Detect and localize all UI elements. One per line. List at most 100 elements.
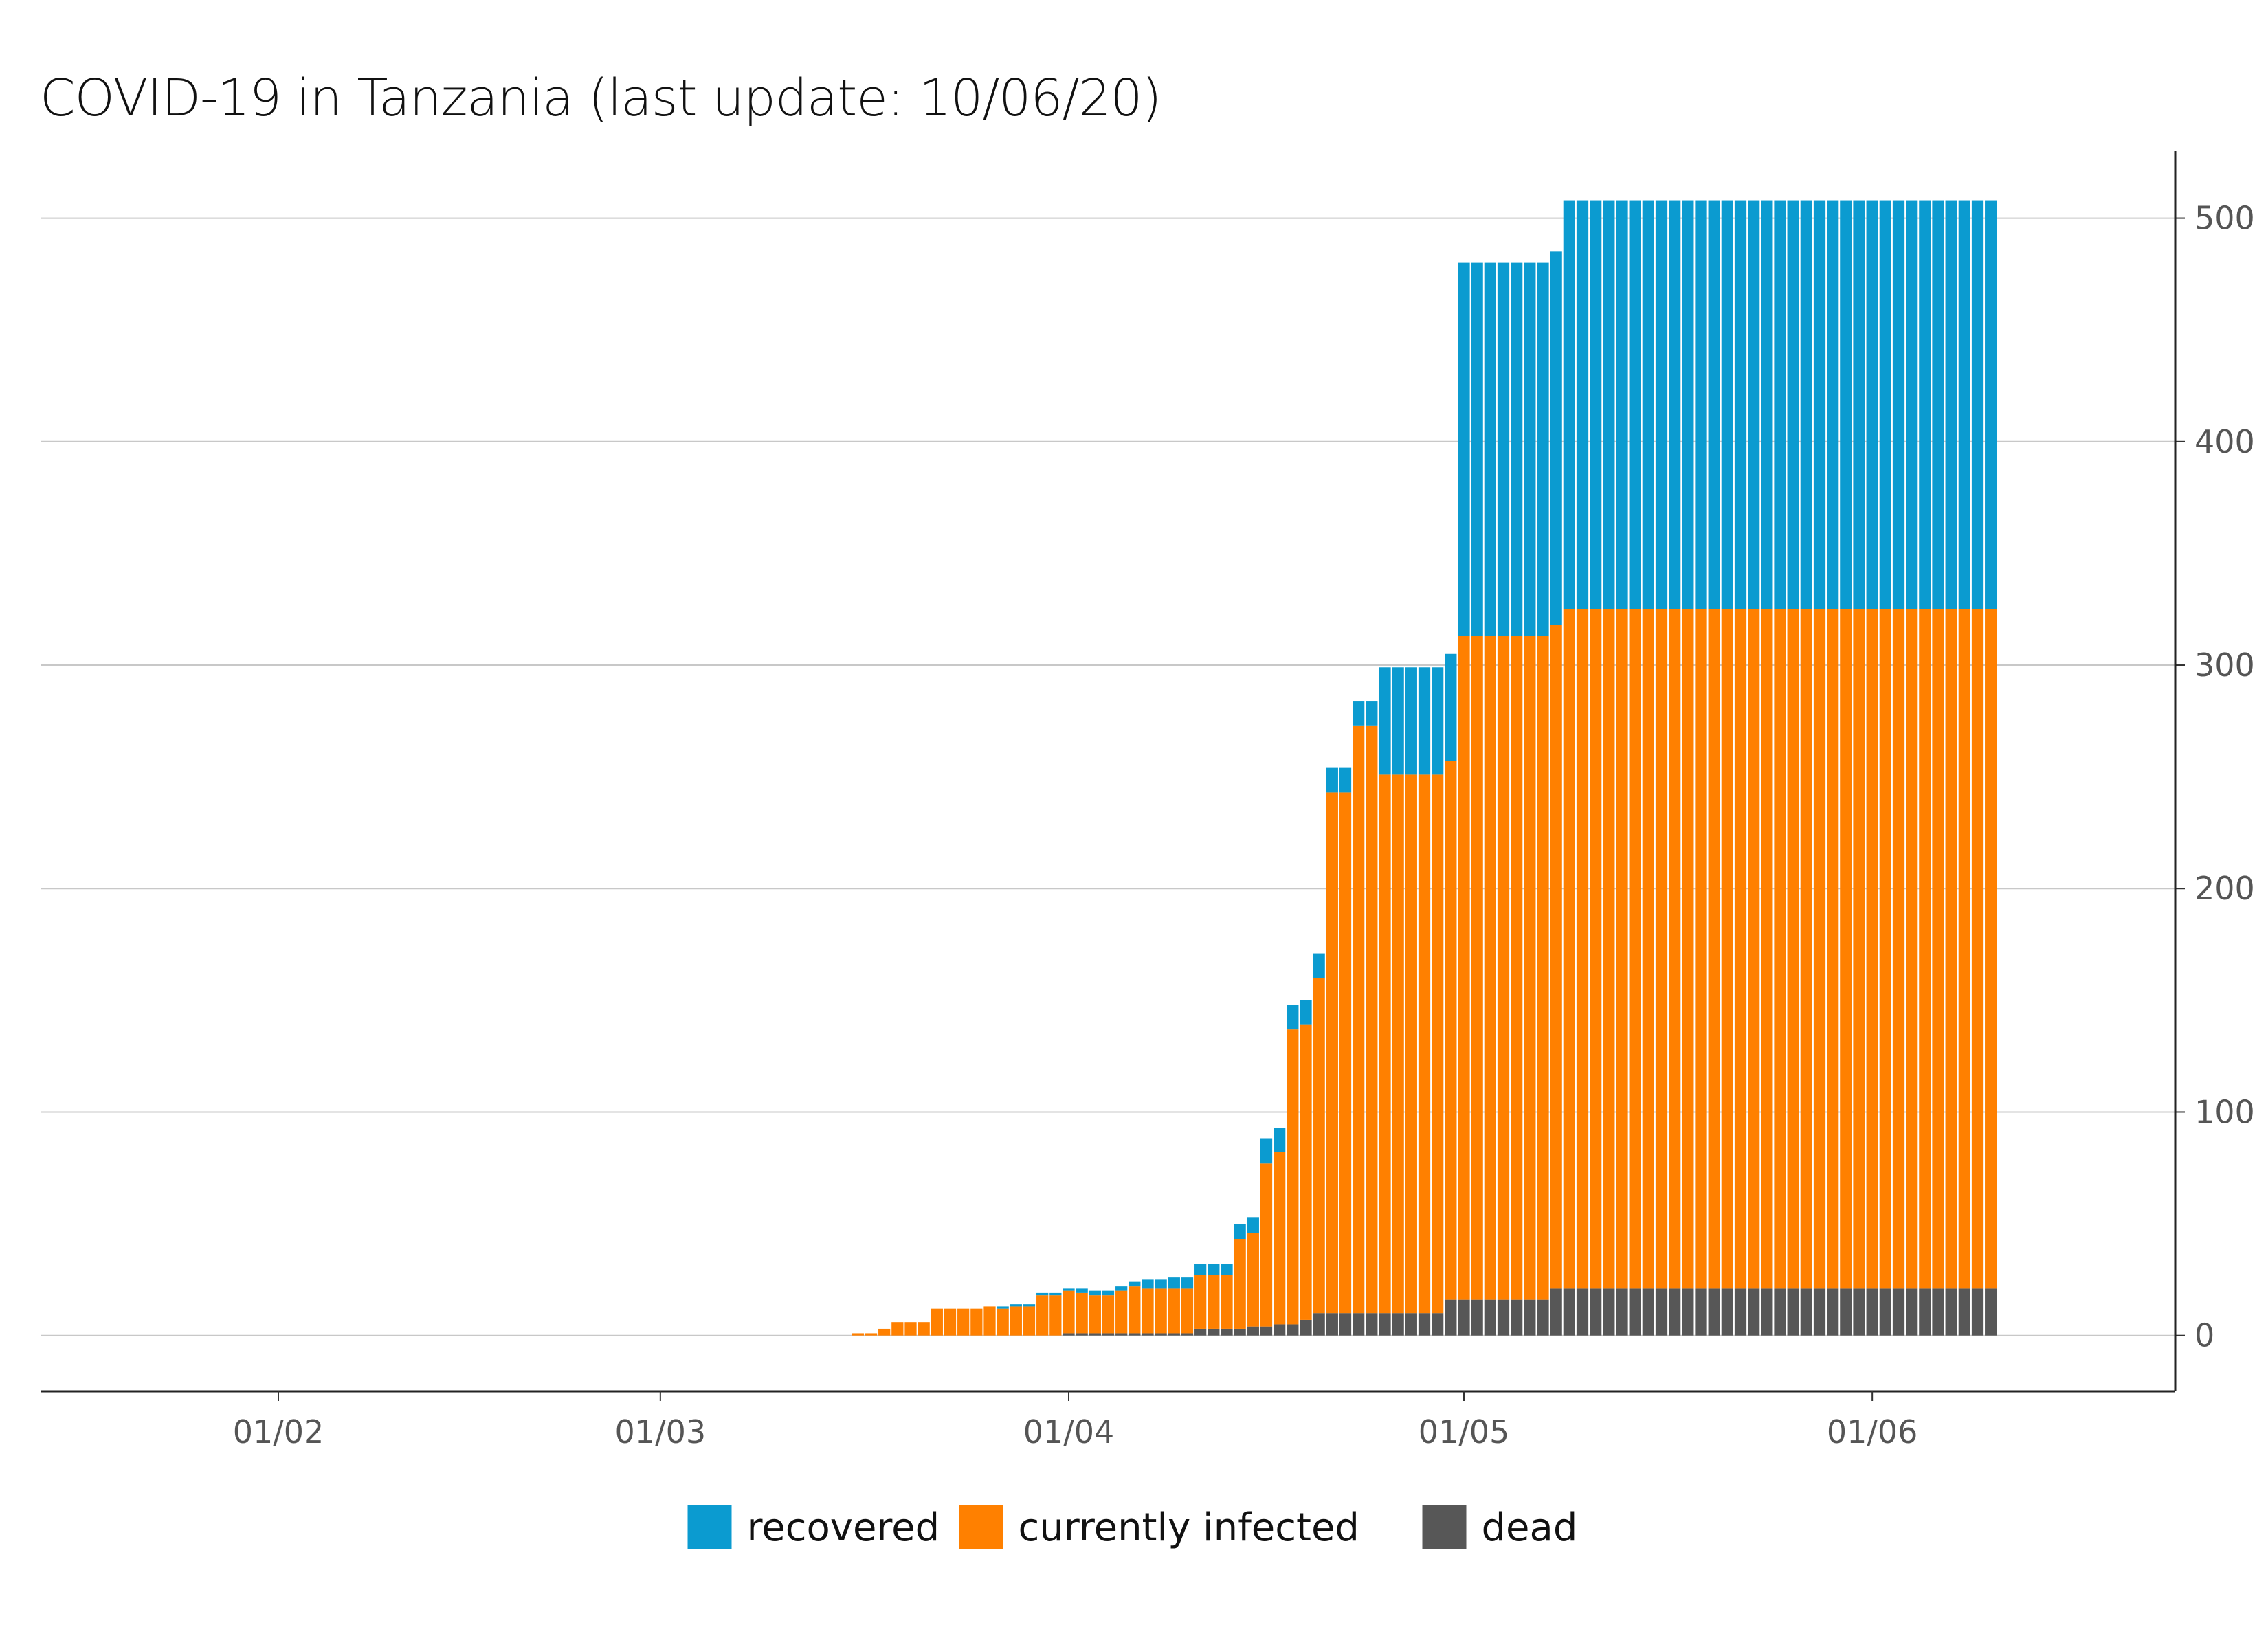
- bar-dead: [1379, 1313, 1391, 1336]
- bar-dead: [1866, 1288, 1878, 1336]
- bar-dead: [1432, 1313, 1444, 1336]
- bar-dead: [1774, 1288, 1786, 1336]
- bar-currently-infected: [1353, 725, 1365, 1314]
- legend-label: currently infected: [1019, 1505, 1359, 1550]
- bar-dead: [1300, 1319, 1312, 1336]
- bar-recovered: [1326, 767, 1338, 793]
- bar-dead: [1445, 1299, 1457, 1336]
- bar-dead: [1142, 1333, 1154, 1336]
- bar-recovered: [1537, 262, 1549, 636]
- bar-recovered: [1432, 667, 1444, 775]
- bar-dead: [1827, 1288, 1839, 1336]
- bar-currently-infected: [1208, 1275, 1220, 1329]
- bar-dead: [1669, 1288, 1681, 1336]
- bar-recovered: [1669, 200, 1681, 609]
- bar-recovered: [1827, 200, 1839, 609]
- bar-recovered: [1879, 200, 1891, 609]
- bar-currently-infected: [1669, 609, 1681, 1289]
- bar-recovered: [1800, 200, 1812, 609]
- bar-currently-infected: [1313, 978, 1325, 1314]
- bar-recovered: [1971, 200, 1984, 609]
- bar-currently-infected: [1603, 609, 1615, 1289]
- x-tick-label: 01/05: [1419, 1413, 1510, 1450]
- y-tick-label: 300: [2194, 647, 2255, 684]
- bar-recovered: [1458, 262, 1470, 636]
- bar-dead: [1247, 1326, 1259, 1336]
- bar-currently-infected: [1260, 1163, 1273, 1327]
- bar-recovered: [1392, 667, 1404, 775]
- bar-currently-infected: [1300, 1024, 1312, 1320]
- bar-currently-infected: [1866, 609, 1878, 1289]
- bar-recovered: [1906, 200, 1918, 609]
- bar-recovered: [1063, 1288, 1075, 1291]
- bar-currently-infected: [1471, 636, 1483, 1300]
- bar-dead: [1655, 1288, 1668, 1336]
- bar-dead: [1695, 1288, 1707, 1336]
- bar-currently-infected: [1892, 609, 1905, 1289]
- bar-dead: [1102, 1333, 1115, 1336]
- bar-currently-infected: [878, 1328, 891, 1336]
- x-tick-label: 01/02: [233, 1413, 324, 1450]
- bar-currently-infected: [1655, 609, 1668, 1289]
- bar-dead: [1590, 1288, 1602, 1336]
- bar-currently-infected: [1339, 792, 1352, 1314]
- bar-currently-infected: [1879, 609, 1891, 1289]
- bar-recovered: [1958, 200, 1970, 609]
- bar-currently-infected: [1813, 609, 1826, 1289]
- bar-currently-infected: [1287, 1029, 1299, 1325]
- bar-dead: [1497, 1299, 1510, 1336]
- bar-recovered: [1511, 262, 1523, 636]
- bar-recovered: [1774, 200, 1786, 609]
- bar-dead: [1260, 1326, 1273, 1336]
- bar-currently-infected: [1642, 609, 1654, 1289]
- bar-currently-infected: [1708, 609, 1720, 1289]
- bar-dead: [1366, 1313, 1378, 1336]
- bar-currently-infected: [1168, 1288, 1180, 1334]
- bar-dead: [1234, 1328, 1246, 1336]
- bar-recovered: [1115, 1286, 1128, 1291]
- bar-currently-infected: [1049, 1295, 1062, 1336]
- bar-recovered: [1445, 653, 1457, 761]
- bar-recovered: [1616, 200, 1628, 609]
- bar-recovered: [1023, 1304, 1036, 1307]
- bar-currently-infected: [1985, 609, 1997, 1289]
- bar-dead: [1945, 1288, 1957, 1336]
- bar-recovered: [1629, 200, 1641, 609]
- bar-recovered: [1655, 200, 1668, 609]
- bar-dead: [1800, 1288, 1812, 1336]
- bar-recovered: [1721, 200, 1733, 609]
- bar-recovered: [1853, 200, 1865, 609]
- bar-recovered: [1892, 200, 1905, 609]
- bar-recovered: [1708, 200, 1720, 609]
- legend: recovered currently infected dead: [687, 1505, 1577, 1550]
- bar-recovered: [1590, 200, 1602, 609]
- bar-recovered: [1379, 667, 1391, 775]
- bar-currently-infected: [1155, 1288, 1167, 1334]
- bar-recovered: [1221, 1264, 1233, 1275]
- bar-dead: [1932, 1288, 1944, 1336]
- bar-currently-infected: [983, 1306, 996, 1336]
- bar-currently-infected: [1432, 774, 1444, 1314]
- bar-dead: [1958, 1288, 1970, 1336]
- bar-recovered: [1471, 262, 1483, 636]
- axes: 0 100 200 300 400 500 01/02 01/03 01/04 01/05 01/0…: [41, 151, 2255, 1450]
- bar-recovered: [1840, 200, 1852, 609]
- bar-currently-infected: [931, 1308, 943, 1336]
- bar-currently-infected: [891, 1322, 904, 1336]
- bar-dead: [1129, 1333, 1141, 1336]
- bar-currently-infected: [1774, 609, 1786, 1289]
- x-tick-label: 01/04: [1023, 1413, 1115, 1450]
- bar-currently-infected: [944, 1308, 957, 1336]
- bar-currently-infected: [1497, 636, 1510, 1300]
- bar-currently-infected: [1234, 1239, 1246, 1329]
- bar-recovered: [1787, 200, 1799, 609]
- bar-currently-infected: [1326, 792, 1338, 1314]
- y-tick-label: 100: [2194, 1093, 2255, 1130]
- bar-dead: [1721, 1288, 1733, 1336]
- bar-recovered: [1734, 200, 1747, 609]
- bar-dead: [1682, 1288, 1694, 1336]
- bar-currently-infected: [957, 1308, 970, 1336]
- bar-currently-infected: [1958, 609, 1970, 1289]
- bar-dead: [1208, 1328, 1220, 1336]
- bar-currently-infected: [1458, 636, 1470, 1300]
